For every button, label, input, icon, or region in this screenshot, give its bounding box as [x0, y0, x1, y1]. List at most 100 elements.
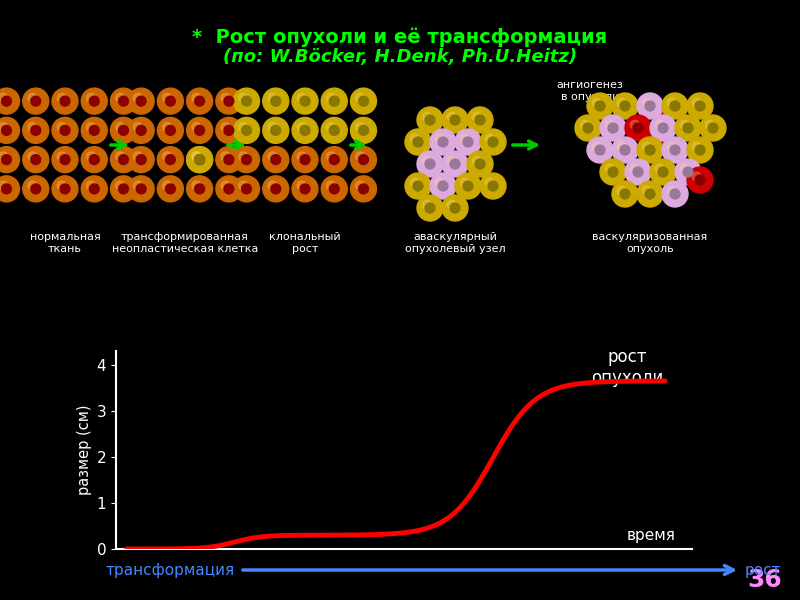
- Circle shape: [271, 96, 281, 106]
- Circle shape: [455, 173, 481, 199]
- Circle shape: [706, 120, 714, 129]
- Circle shape: [22, 118, 49, 143]
- Circle shape: [625, 159, 651, 185]
- Circle shape: [667, 142, 676, 151]
- Circle shape: [298, 152, 306, 161]
- Circle shape: [136, 125, 146, 136]
- Circle shape: [262, 88, 289, 114]
- Circle shape: [300, 125, 310, 136]
- Circle shape: [60, 125, 70, 136]
- Circle shape: [683, 167, 693, 177]
- Circle shape: [687, 93, 713, 119]
- Circle shape: [618, 98, 626, 107]
- Circle shape: [192, 122, 201, 131]
- Circle shape: [595, 145, 605, 155]
- Circle shape: [417, 195, 443, 221]
- Circle shape: [0, 146, 19, 173]
- Circle shape: [595, 101, 605, 111]
- Circle shape: [116, 94, 125, 103]
- Circle shape: [298, 122, 306, 131]
- Circle shape: [475, 159, 485, 169]
- Text: клональный
рост: клональный рост: [269, 232, 341, 254]
- Circle shape: [658, 123, 668, 133]
- Text: *  Рост опухоли и её трансформация: * Рост опухоли и её трансформация: [193, 28, 607, 47]
- Circle shape: [356, 181, 365, 190]
- Y-axis label: размер (см): размер (см): [78, 405, 92, 495]
- Circle shape: [650, 115, 676, 141]
- Circle shape: [221, 122, 230, 131]
- Circle shape: [28, 181, 37, 190]
- Circle shape: [425, 203, 435, 213]
- Circle shape: [166, 125, 175, 136]
- Circle shape: [166, 184, 175, 194]
- Circle shape: [31, 155, 41, 164]
- Circle shape: [442, 151, 468, 177]
- Circle shape: [0, 181, 8, 190]
- Circle shape: [350, 88, 377, 114]
- Circle shape: [136, 184, 146, 194]
- Circle shape: [675, 115, 701, 141]
- Circle shape: [128, 118, 154, 143]
- Text: трансформация: трансформация: [106, 563, 235, 577]
- Circle shape: [268, 181, 277, 190]
- Circle shape: [463, 181, 473, 191]
- Circle shape: [618, 186, 626, 196]
- Circle shape: [708, 123, 718, 133]
- Circle shape: [633, 167, 643, 177]
- Circle shape: [606, 164, 614, 173]
- Circle shape: [52, 176, 78, 202]
- Circle shape: [637, 137, 663, 163]
- Circle shape: [221, 152, 230, 161]
- Circle shape: [488, 137, 498, 147]
- Circle shape: [300, 155, 310, 164]
- Circle shape: [637, 93, 663, 119]
- Circle shape: [326, 181, 335, 190]
- Circle shape: [242, 96, 251, 106]
- Circle shape: [608, 167, 618, 177]
- Circle shape: [330, 184, 339, 194]
- Circle shape: [58, 122, 66, 131]
- Circle shape: [358, 155, 369, 164]
- Circle shape: [300, 96, 310, 106]
- Circle shape: [642, 186, 651, 196]
- Circle shape: [695, 145, 705, 155]
- Circle shape: [192, 152, 201, 161]
- Circle shape: [587, 137, 613, 163]
- Circle shape: [700, 115, 726, 141]
- Circle shape: [620, 145, 630, 155]
- Circle shape: [322, 118, 347, 143]
- Circle shape: [82, 146, 107, 173]
- Circle shape: [224, 96, 234, 106]
- Circle shape: [695, 175, 705, 185]
- Circle shape: [485, 178, 494, 187]
- Text: время: время: [627, 529, 676, 544]
- Circle shape: [116, 181, 125, 190]
- Circle shape: [58, 152, 66, 161]
- Circle shape: [645, 189, 655, 199]
- Circle shape: [82, 118, 107, 143]
- Circle shape: [692, 98, 702, 107]
- Circle shape: [330, 125, 339, 136]
- Circle shape: [583, 123, 593, 133]
- Circle shape: [620, 101, 630, 111]
- Circle shape: [667, 186, 676, 196]
- Circle shape: [31, 184, 41, 194]
- Text: (по: W.Böcker, H.Denk, Ph.U.Heitz): (по: W.Böcker, H.Denk, Ph.U.Heitz): [223, 48, 577, 66]
- Circle shape: [60, 155, 70, 164]
- Circle shape: [472, 156, 482, 165]
- Circle shape: [242, 125, 251, 136]
- Circle shape: [413, 137, 423, 147]
- Circle shape: [650, 159, 676, 185]
- Circle shape: [238, 181, 248, 190]
- Circle shape: [166, 155, 175, 164]
- Circle shape: [90, 125, 99, 136]
- Circle shape: [662, 93, 688, 119]
- Circle shape: [186, 118, 213, 143]
- Circle shape: [224, 184, 234, 194]
- Circle shape: [350, 176, 377, 202]
- Circle shape: [430, 173, 456, 199]
- Circle shape: [645, 101, 655, 111]
- Circle shape: [410, 134, 419, 143]
- Circle shape: [425, 159, 435, 169]
- Circle shape: [655, 120, 664, 129]
